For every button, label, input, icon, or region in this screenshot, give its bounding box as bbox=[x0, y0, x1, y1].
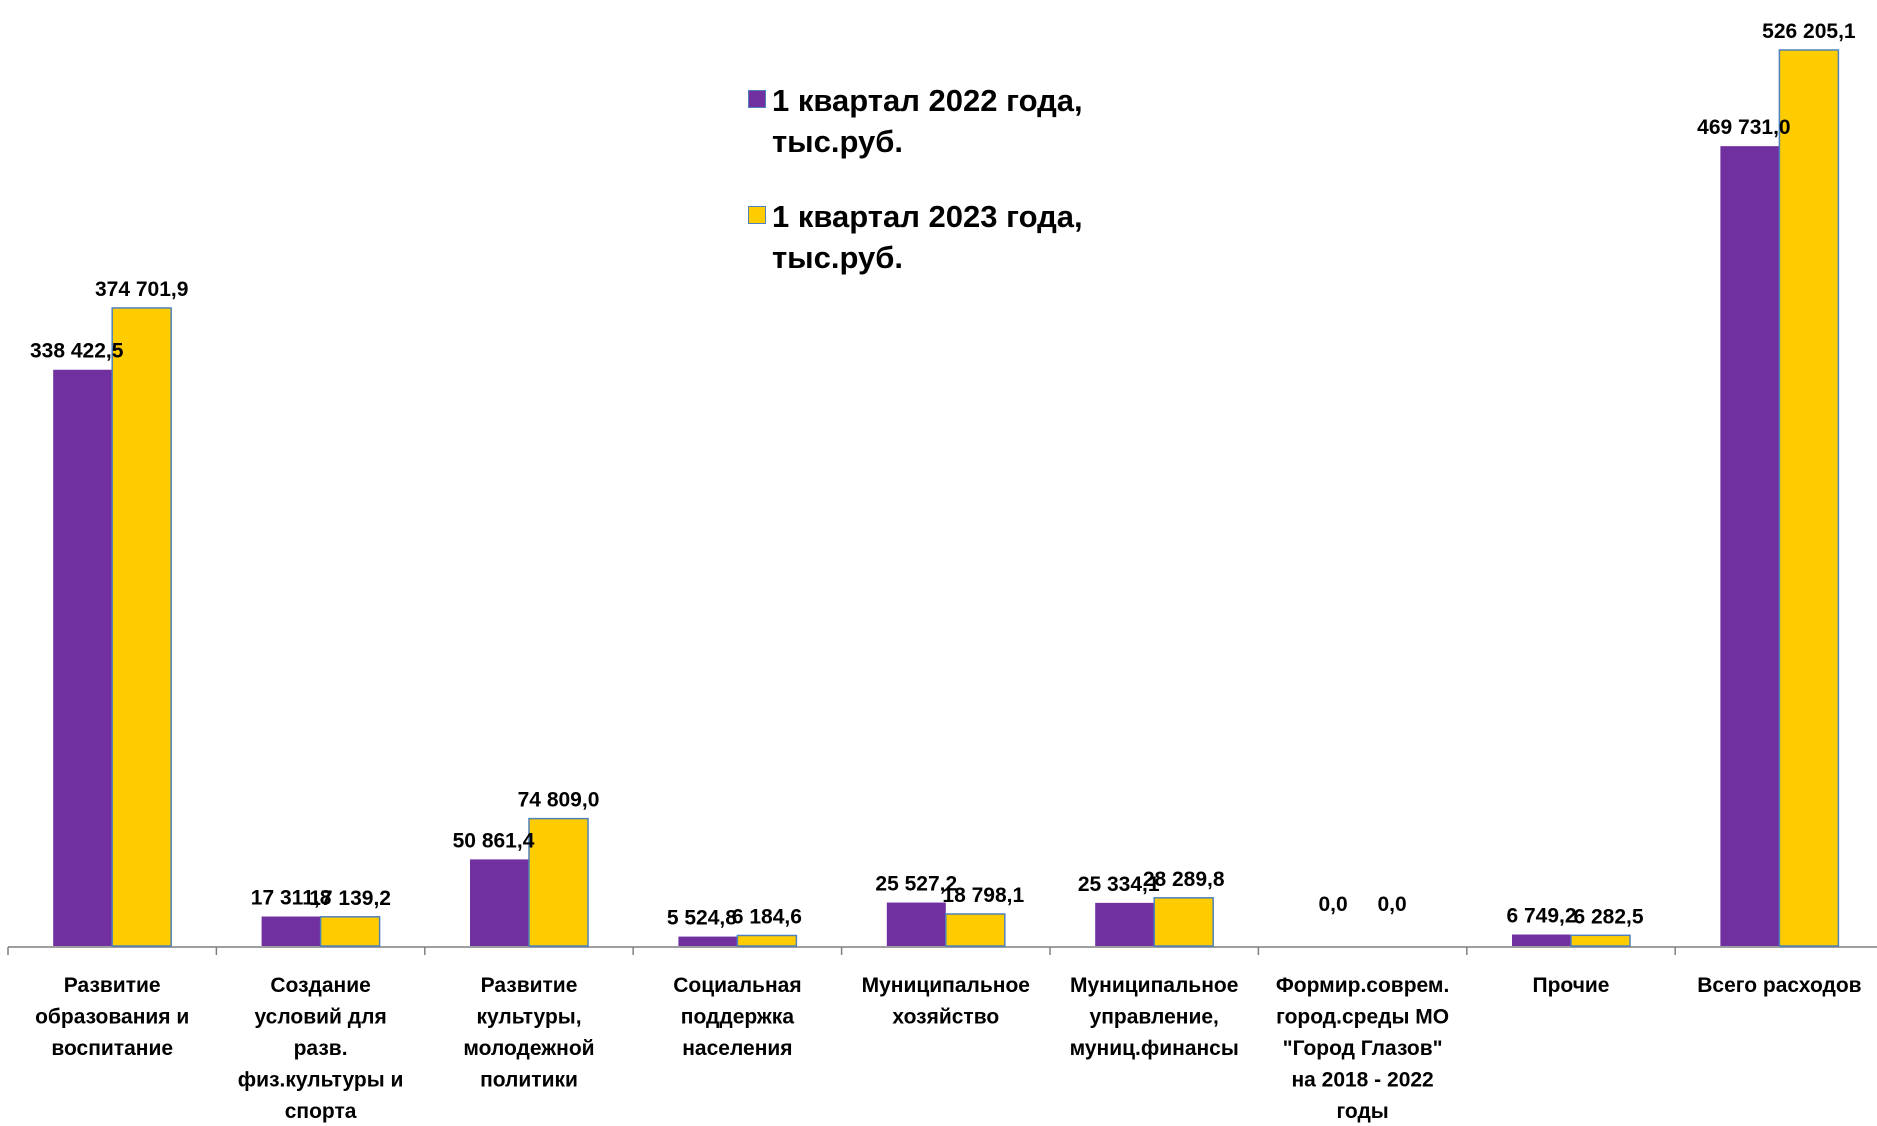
bar-series-2-cat-1 bbox=[111, 307, 172, 947]
legend-label-2023: 1 квартал 2023 года, тыс.руб. bbox=[772, 199, 1083, 275]
legend-swatch-2022 bbox=[748, 90, 766, 108]
bars-group bbox=[53, 49, 1840, 947]
bar-series-1-cat-9 bbox=[1720, 146, 1780, 946]
data-label-series-2-cat-6: 28 289,8 bbox=[1143, 868, 1225, 891]
bar-series-2-cat-3 bbox=[528, 817, 589, 947]
bar-series-1-cat-4 bbox=[678, 936, 738, 946]
legend: 1 квартал 2022 года, тыс.руб. 1 квартал … bbox=[748, 80, 1083, 278]
data-label-series-2-cat-4: 6 184,6 bbox=[732, 905, 802, 928]
legend-swatch-2023 bbox=[748, 206, 766, 224]
data-label-series-1-cat-3: 50 861,4 bbox=[453, 829, 535, 852]
category-label-6: Муниципальное управление, муниц.финансы bbox=[1070, 974, 1239, 1060]
category-label-8: Прочие bbox=[1532, 974, 1609, 997]
category-label-1: Развитие образования и воспитание bbox=[35, 974, 189, 1060]
bar-series-2-cat-2 bbox=[319, 916, 381, 947]
category-label-4: Социальная поддержка населения bbox=[673, 974, 801, 1060]
data-label-series-2-cat-1: 374 701,9 bbox=[95, 278, 188, 301]
bar-series-2-cat-6 bbox=[1153, 897, 1214, 947]
legend-item-2022: 1 квартал 2022 года, тыс.руб. bbox=[748, 80, 1083, 162]
data-label-series-2-cat-2: 17 139,2 bbox=[309, 887, 391, 910]
bar-series-1-cat-8 bbox=[1512, 934, 1571, 946]
data-label-series-2-cat-7: 0,0 bbox=[1377, 893, 1406, 916]
bar-series-2-cat-8 bbox=[1570, 934, 1631, 947]
data-label-series-1-cat-5: 25 527,2 bbox=[875, 873, 957, 896]
value-labels-group: 338 422,5 374 701,9 17 311,817 139,2 50 861… bbox=[30, 20, 1856, 930]
bar-series-1-cat-6 bbox=[1095, 902, 1155, 946]
data-label-series-1-cat-4: 5 524,8 bbox=[667, 907, 737, 930]
data-label-series-1-cat-2: 17 311,8 bbox=[251, 887, 332, 910]
bar-series-2-cat-9 bbox=[1778, 49, 1840, 947]
x-ticks-group bbox=[7, 947, 1676, 955]
category-label-5: Муниципальное хозяйство bbox=[862, 974, 1030, 1029]
category-label-7: Формир.соврем. город.среды МО "Город Глазо… bbox=[1276, 974, 1449, 1123]
category-label-3: Развитие культуры, молодежной политики bbox=[463, 974, 594, 1092]
bar-series-1-cat-3 bbox=[470, 859, 529, 946]
data-label-series-1-cat-1: 338 422,5 bbox=[30, 340, 124, 363]
category-label-2: Создание условий для разв. физ.культуры и сп… bbox=[238, 974, 404, 1123]
data-label-series-1-cat-8: 6 749,2 bbox=[1506, 905, 1576, 928]
data-label-series-2-cat-8: 6 282,5 bbox=[1573, 905, 1643, 928]
data-label-series-2-cat-5: 18 798,1 bbox=[942, 884, 1024, 907]
bar-series-1-cat-5 bbox=[886, 902, 946, 946]
data-label-series-1-cat-9: 469 731,0 bbox=[1697, 116, 1790, 139]
data-label-series-1-cat-7: 0,0 bbox=[1318, 893, 1347, 916]
category-label-9: Всего расходов bbox=[1697, 974, 1861, 997]
bar-series-1-cat-2 bbox=[261, 916, 321, 946]
data-label-series-1-cat-6: 25 334,1 bbox=[1078, 873, 1160, 896]
bar-series-2-cat-5 bbox=[945, 913, 1006, 947]
category-labels-group: Развитие образования и воспитание Создание у… bbox=[35, 974, 1862, 1123]
legend-label-2022: 1 квартал 2022 года, тыс.руб. bbox=[772, 83, 1083, 159]
data-label-series-2-cat-3: 74 809,0 bbox=[518, 789, 600, 812]
data-label-series-2-cat-9: 526 205,1 bbox=[1762, 20, 1856, 43]
legend-item-2023: 1 квартал 2023 года, тыс.руб. bbox=[748, 196, 1083, 278]
bar-series-1-cat-1 bbox=[53, 369, 113, 946]
bar-series-2-cat-4 bbox=[736, 934, 798, 947]
